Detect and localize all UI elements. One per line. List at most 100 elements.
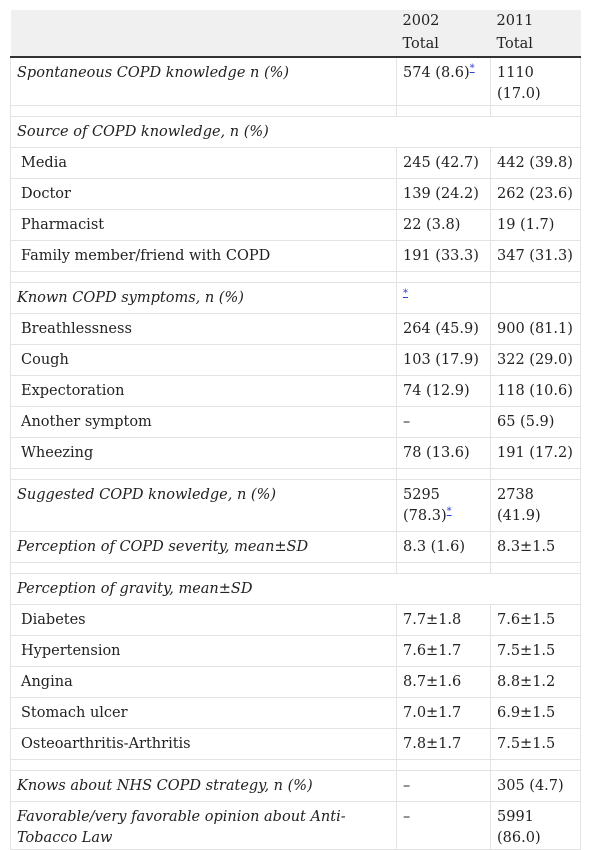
- header-2002-total: Total: [402, 36, 439, 52]
- cell-2002: 5295 (78.3)*: [396, 479, 491, 532]
- table-row: Suggested COPD knowledge, n (%) 5295 (78…: [10, 479, 581, 532]
- row-label: Stomach ulcer: [10, 697, 397, 729]
- spacer-row: [10, 105, 581, 117]
- row-label: Cough: [10, 344, 397, 376]
- table-row: Expectoration 74 (12.9) 118 (10.6): [10, 375, 581, 407]
- cell-2002: 245 (42.7): [396, 147, 491, 179]
- spacer-row: [10, 562, 581, 574]
- table-row: Family member/friend with COPD 191 (33.3…: [10, 240, 581, 272]
- cell-2002: 74 (12.9): [396, 375, 491, 407]
- footnote-link[interactable]: *: [446, 506, 452, 518]
- cell-2011: 347 (31.3): [490, 240, 581, 272]
- header-2011-total: Total: [496, 36, 533, 52]
- cell-2011: 262 (23.6): [490, 178, 581, 210]
- cell-2011: 322 (29.0): [490, 344, 581, 376]
- row-label: Expectoration: [10, 375, 397, 407]
- row-label: Breathlessness: [10, 313, 397, 345]
- header-empty-cell: [10, 10, 397, 57]
- row-label: Perception of COPD severity, mean±SD: [10, 531, 397, 563]
- footnote-link[interactable]: *: [469, 63, 475, 75]
- header-2002: 2002 Total: [396, 10, 491, 57]
- cell-2002: 7.6±1.7: [396, 635, 491, 667]
- header-2002-year: 2002: [402, 13, 440, 29]
- table-row: Breathlessness 264 (45.9) 900 (81.1): [10, 313, 581, 345]
- row-label: Another symptom: [10, 406, 397, 438]
- cell-2002: 22 (3.8): [396, 209, 491, 241]
- cell-2002: 574 (8.6)*: [396, 56, 491, 106]
- table-row: Knows about NHS COPD strategy, n (%) – 3…: [10, 770, 581, 802]
- cell-2011: 7.5±1.5: [490, 635, 581, 667]
- row-label: Favorable/very favorable opinion about A…: [10, 801, 397, 850]
- header-2011-year: 2011: [496, 13, 534, 29]
- table-row: Pharmacist 22 (3.8) 19 (1.7): [10, 209, 581, 241]
- table-row: Perception of COPD severity, mean±SD 8.3…: [10, 531, 581, 563]
- cell-2011: 7.5±1.5: [490, 728, 581, 760]
- cell-2011: 305 (4.7): [490, 770, 581, 802]
- cell-2002: –: [396, 406, 491, 438]
- cell-2011: 1110 (17.0): [490, 56, 581, 106]
- table-row: Another symptom – 65 (5.9): [10, 406, 581, 438]
- table-row: Known COPD symptoms, n (%) *: [10, 282, 581, 314]
- cell-2011: 191 (17.2): [490, 437, 581, 469]
- cell-2002: *: [396, 282, 491, 314]
- row-label: Pharmacist: [10, 209, 397, 241]
- cell-2002: 191 (33.3): [396, 240, 491, 272]
- row-label: Knows about NHS COPD strategy, n (%): [10, 770, 397, 802]
- cell-value: 574 (8.6): [403, 65, 470, 81]
- cell-2002: 103 (17.9): [396, 344, 491, 376]
- header-2011: 2011 Total: [490, 10, 581, 57]
- cell-2002: 139 (24.2): [396, 178, 491, 210]
- cell-2011: 118 (10.6): [490, 375, 581, 407]
- table-row: Favorable/very favorable opinion about A…: [10, 801, 581, 850]
- section-label: Source of COPD knowledge, n (%): [10, 116, 581, 148]
- cell-2002: 264 (45.9): [396, 313, 491, 345]
- cell-2002: –: [396, 801, 491, 850]
- cell-2002: 8.7±1.6: [396, 666, 491, 698]
- row-label: Family member/friend with COPD: [10, 240, 397, 272]
- cell-2002: 7.8±1.7: [396, 728, 491, 760]
- header-row: 2002 Total 2011 Total: [10, 10, 581, 57]
- table-row: Hypertension 7.6±1.7 7.5±1.5: [10, 635, 581, 667]
- footnote-link[interactable]: *: [403, 288, 408, 300]
- table-row: Cough 103 (17.9) 322 (29.0): [10, 344, 581, 376]
- row-label: Osteoarthritis-Arthritis: [10, 728, 397, 760]
- table-row: Diabetes 7.7±1.8 7.6±1.5: [10, 604, 581, 636]
- cell-2011: 8.8±1.2: [490, 666, 581, 698]
- cell-2002: 78 (13.6): [396, 437, 491, 469]
- row-label: Angina: [10, 666, 397, 698]
- cell-2011: 900 (81.1): [490, 313, 581, 345]
- row-label: Wheezing: [10, 437, 397, 469]
- table-row: Wheezing 78 (13.6) 191 (17.2): [10, 437, 581, 469]
- cell-2011: 8.3±1.5: [490, 531, 581, 563]
- cell-2002: 7.7±1.8: [396, 604, 491, 636]
- cell-2011: 7.6±1.5: [490, 604, 581, 636]
- table-row: Angina 8.7±1.6 8.8±1.2: [10, 666, 581, 698]
- spacer-row: [10, 468, 581, 480]
- row-label: Media: [10, 147, 397, 179]
- row-label: Diabetes: [10, 604, 397, 636]
- cell-2002: –: [396, 770, 491, 802]
- cell-value: 5295 (78.3): [403, 487, 447, 524]
- section-label: Known COPD symptoms, n (%): [10, 282, 397, 314]
- row-label: Suggested COPD knowledge, n (%): [10, 479, 397, 532]
- row-label: Spontaneous COPD knowledge n (%): [10, 56, 397, 106]
- cell-2011: [490, 282, 581, 314]
- cell-2011: 6.9±1.5: [490, 697, 581, 729]
- cell-2002: 8.3 (1.6): [396, 531, 491, 563]
- table-row: Stomach ulcer 7.0±1.7 6.9±1.5: [10, 697, 581, 729]
- cell-2011: 2738 (41.9): [490, 479, 581, 532]
- cell-2002: 7.0±1.7: [396, 697, 491, 729]
- row-label: Hypertension: [10, 635, 397, 667]
- data-table-container: 2002 Total 2011 Total Spontaneous COPD k…: [10, 10, 581, 850]
- spacer-row: [10, 271, 581, 283]
- cell-2011: 5991 (86.0): [490, 801, 581, 850]
- spacer-row: [10, 759, 581, 771]
- table-row: Spontaneous COPD knowledge n (%) 574 (8.…: [10, 56, 581, 106]
- cell-2011: 442 (39.8): [490, 147, 581, 179]
- table-row: Media 245 (42.7) 442 (39.8): [10, 147, 581, 179]
- table-row: Source of COPD knowledge, n (%): [10, 116, 581, 148]
- cell-2011: 65 (5.9): [490, 406, 581, 438]
- table-row: Osteoarthritis-Arthritis 7.8±1.7 7.5±1.5: [10, 728, 581, 760]
- copd-knowledge-table: 2002 Total 2011 Total Spontaneous COPD k…: [10, 10, 581, 850]
- table-row: Doctor 139 (24.2) 262 (23.6): [10, 178, 581, 210]
